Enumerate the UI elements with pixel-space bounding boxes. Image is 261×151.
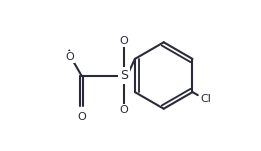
Text: O: O — [119, 105, 128, 115]
Text: O: O — [65, 52, 74, 62]
Text: O: O — [119, 36, 128, 46]
Text: S: S — [120, 69, 128, 82]
Text: O: O — [77, 112, 86, 122]
Text: Cl: Cl — [200, 94, 211, 104]
